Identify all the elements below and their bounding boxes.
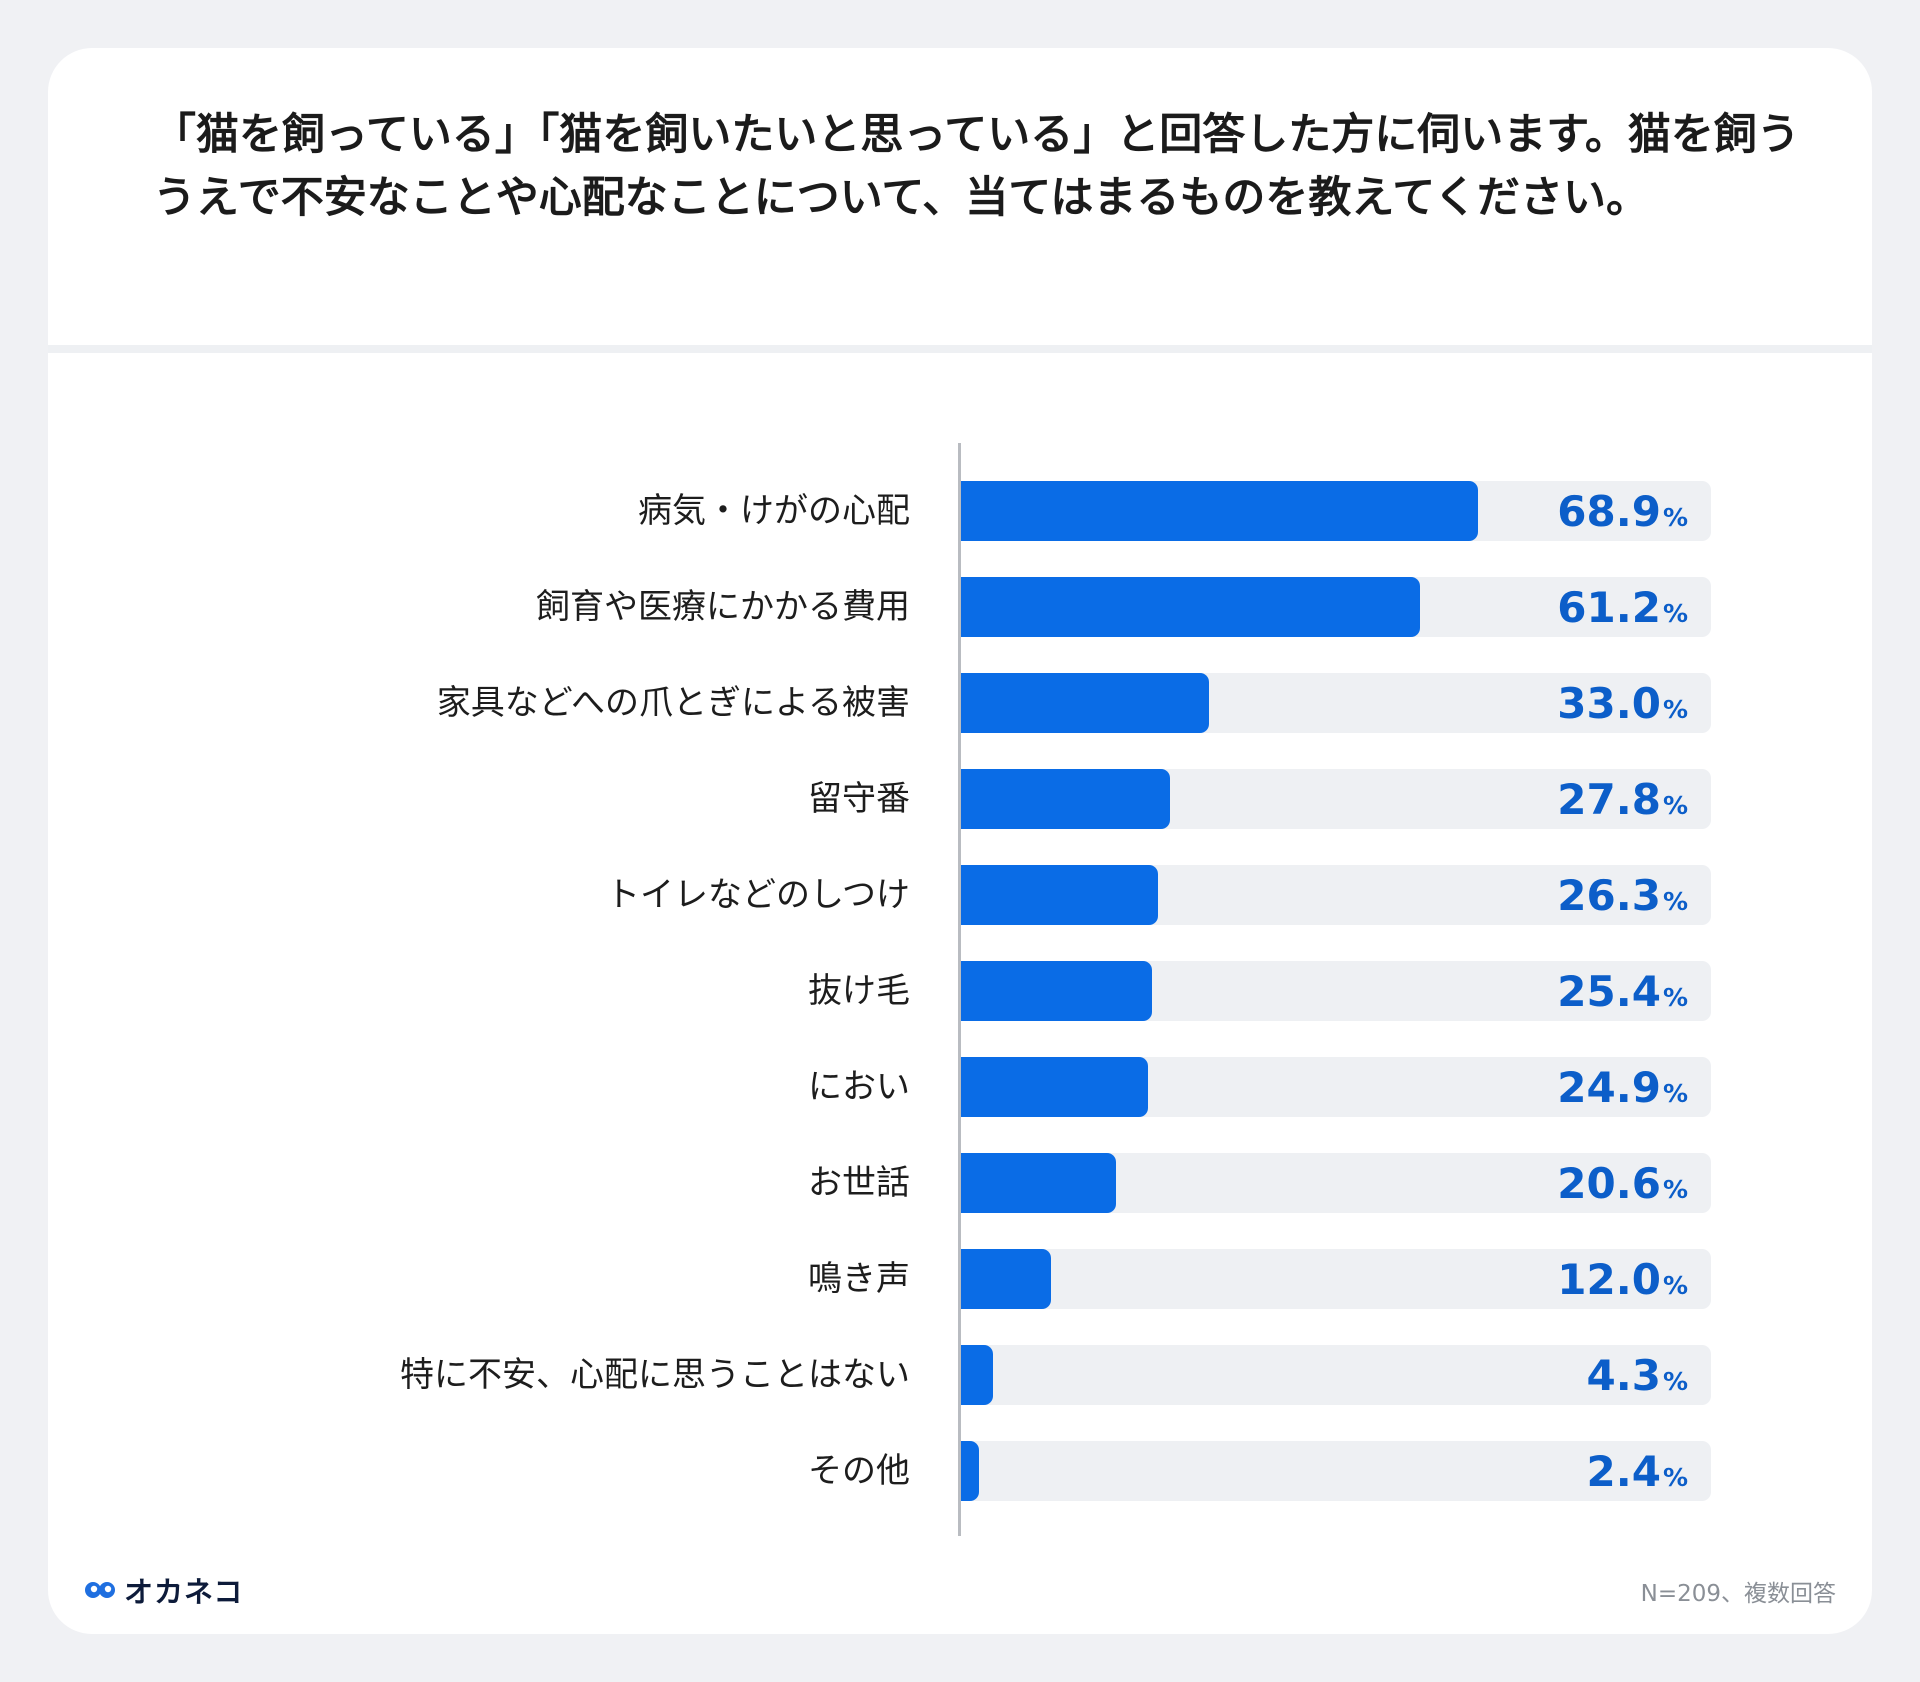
brand-logo: オカネコ <box>84 1572 244 1609</box>
bar-row: 鳴き声 12.0% <box>0 1249 1920 1309</box>
owl-eyes-icon <box>85 1582 115 1598</box>
value-label: 12.0% <box>1557 1255 1688 1304</box>
bar-row: 留守番 27.8% <box>0 769 1920 829</box>
bar-row: トイレなどのしつけ 26.3% <box>0 865 1920 925</box>
bar-row: 抜け毛 25.4% <box>0 961 1920 1021</box>
value-label: 25.4% <box>1557 967 1688 1016</box>
value-label: 2.4% <box>1586 1447 1688 1496</box>
bar <box>961 961 1152 1021</box>
bar <box>961 1057 1148 1117</box>
value-label: 68.9% <box>1557 487 1688 536</box>
category-label: 特に不安、心配に思うことはない <box>400 1355 910 1395</box>
bar <box>961 481 1478 541</box>
sample-size-note: N=209、複数回答 <box>1640 1581 1836 1607</box>
value-label: 26.3% <box>1557 871 1688 920</box>
bar <box>961 769 1170 829</box>
value-label: 27.8% <box>1557 775 1688 824</box>
bar <box>961 577 1420 637</box>
bar-row: におい 24.9% <box>0 1057 1920 1117</box>
category-label: 抜け毛 <box>808 971 910 1011</box>
category-label: お世話 <box>808 1163 910 1203</box>
value-label: 24.9% <box>1557 1063 1688 1112</box>
bar-row: お世話 20.6% <box>0 1153 1920 1213</box>
bar-row: 特に不安、心配に思うことはない 4.3% <box>0 1345 1920 1405</box>
bar-row: 病気・けがの心配 68.9% <box>0 481 1920 541</box>
bar-row: その他 2.4% <box>0 1441 1920 1501</box>
bar-row: 家具などへの爪とぎによる被害 33.0% <box>0 673 1920 733</box>
bar-track <box>961 1441 1711 1501</box>
bar <box>961 1345 994 1405</box>
bar <box>961 1153 1116 1213</box>
bar <box>961 673 1209 733</box>
category-label: におい <box>808 1067 910 1107</box>
question-header: 「猫を飼っている」「猫を飼いたいと思っている」と回答した方に伺います。猫を飼うう… <box>48 48 1872 353</box>
category-label: 病気・けがの心配 <box>638 491 910 531</box>
y-axis-line <box>958 443 961 1536</box>
value-label: 61.2% <box>1557 583 1688 632</box>
bar-track <box>961 1345 1711 1405</box>
category-label: トイレなどのしつけ <box>606 875 910 915</box>
brand-name: オカネコ <box>124 1575 244 1609</box>
bar-track <box>961 1249 1711 1309</box>
category-label: 留守番 <box>808 779 910 819</box>
bar <box>961 1441 979 1501</box>
category-label: その他 <box>808 1451 910 1491</box>
bar <box>961 1249 1051 1309</box>
bar <box>961 865 1159 925</box>
category-label: 家具などへの爪とぎによる被害 <box>436 683 910 723</box>
value-label: 20.6% <box>1557 1159 1688 1208</box>
value-label: 33.0% <box>1557 679 1688 728</box>
bar-row: 飼育や医療にかかる費用 61.2% <box>0 577 1920 637</box>
value-label: 4.3% <box>1586 1351 1688 1400</box>
category-label: 飼育や医療にかかる費用 <box>536 587 910 627</box>
category-label: 鳴き声 <box>808 1259 910 1299</box>
question-text: 「猫を飼っている」「猫を飼いたいと思っている」と回答した方に伺います。猫を飼うう… <box>153 110 1800 223</box>
